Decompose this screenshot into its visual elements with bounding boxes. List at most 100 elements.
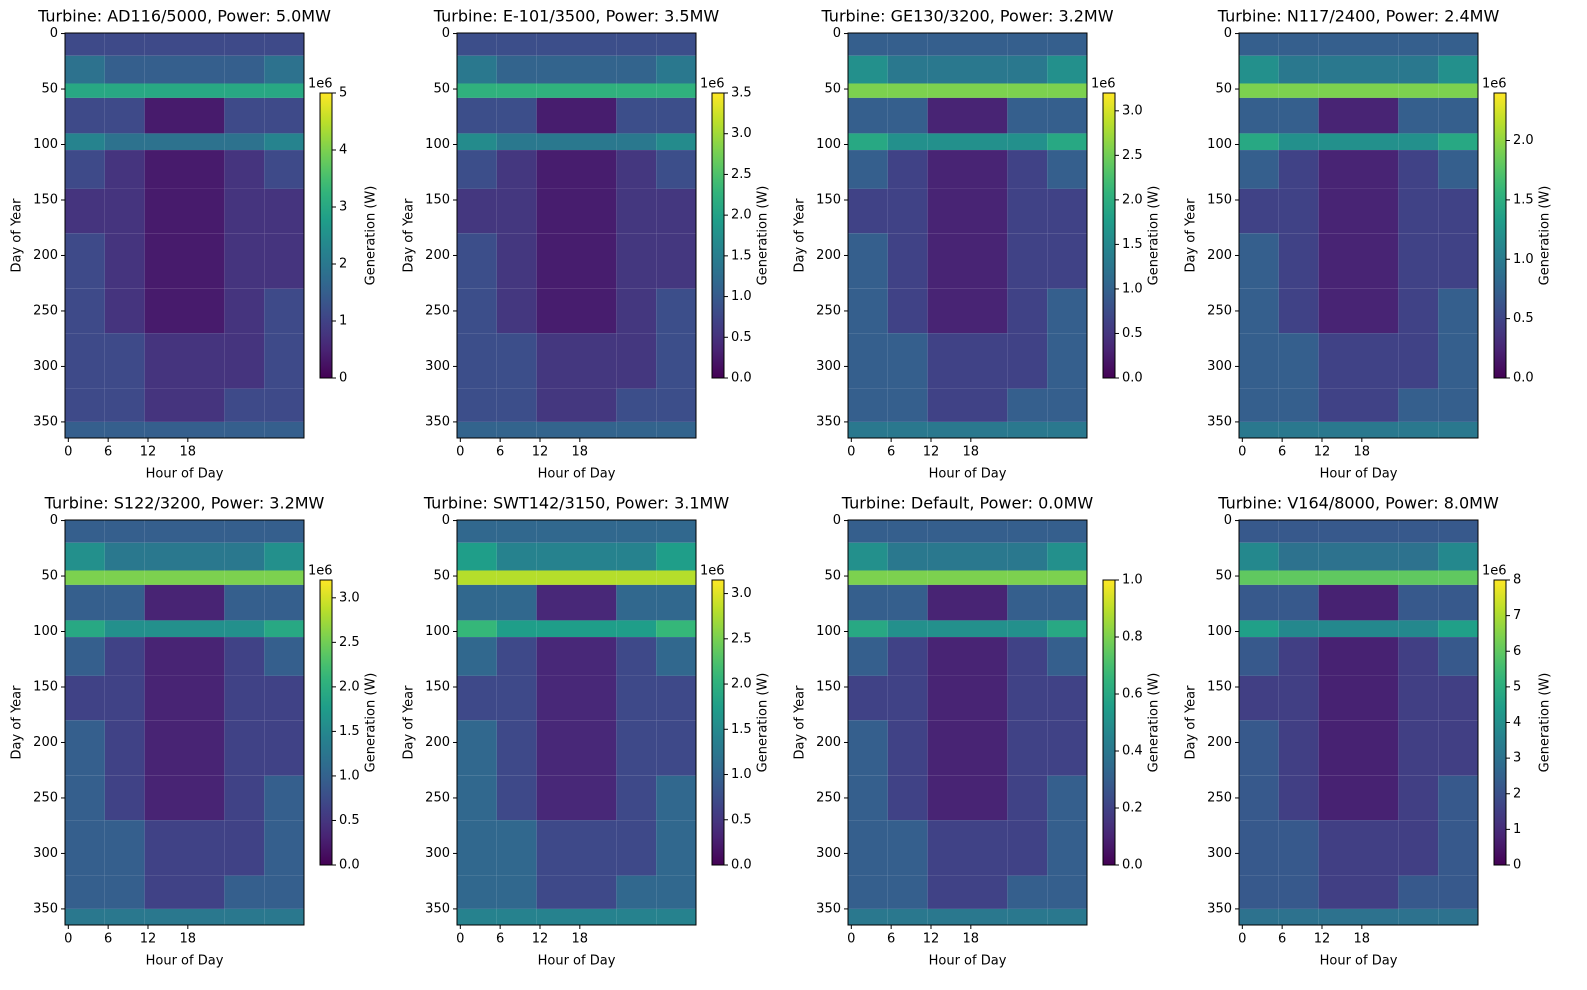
heatmap-cell — [1358, 133, 1399, 151]
x-tick-label: 6 — [887, 445, 895, 460]
heatmap-cell — [616, 520, 657, 543]
heatmap-cell — [457, 542, 497, 571]
heatmap-cell — [848, 333, 888, 389]
y-tick-label: 0 — [50, 513, 58, 528]
heatmap-cell — [224, 233, 265, 289]
heatmap-cell — [1358, 570, 1399, 585]
heatmap-cell — [264, 820, 304, 876]
heatmap-cell — [457, 620, 497, 638]
heatmap-cell — [927, 83, 968, 98]
heatmap-cell — [1239, 188, 1279, 234]
y-axis-label: Day of Year — [10, 198, 25, 273]
heatmap-cell — [536, 233, 577, 289]
heatmap-cell — [457, 584, 497, 621]
heatmap-cell — [65, 150, 105, 189]
y-tick-label: 200 — [1207, 735, 1232, 750]
x-tick-label: 0 — [456, 445, 464, 460]
heatmap-cell — [1438, 188, 1478, 234]
heatmap-cell — [927, 288, 968, 334]
y-tick-label: 50 — [1215, 82, 1232, 97]
colorbar-tick-label: 4 — [339, 143, 347, 158]
heatmap-cell — [224, 720, 265, 776]
colorbar-offset: 1e6 — [1482, 564, 1507, 579]
heatmap-cell — [576, 775, 617, 821]
axes-frame — [847, 32, 1088, 439]
heatmap-cell — [184, 55, 225, 84]
heatmap-cell — [65, 233, 105, 289]
y-tick-label: 0 — [442, 26, 450, 41]
y-tick-label: 150 — [425, 192, 450, 207]
y-tick-label: 50 — [824, 569, 841, 584]
heatmap-cell — [656, 97, 696, 134]
heatmap-cell — [887, 820, 928, 876]
heatmap-cell — [1278, 55, 1319, 84]
heatmap-cell — [496, 542, 537, 571]
heatmap-cell — [927, 150, 968, 189]
heatmap-cell — [1239, 133, 1279, 151]
heatmap-cell — [224, 570, 265, 585]
colorbar-tick-label: 2.0 — [1513, 133, 1534, 148]
heatmap-cell — [1398, 584, 1439, 621]
heatmap-cell — [224, 542, 265, 571]
heatmap-cell — [927, 908, 968, 925]
heatmap-cell — [536, 33, 577, 56]
y-tick-label: 0 — [1224, 513, 1232, 528]
heatmap-cell — [576, 388, 617, 422]
heatmap-cell — [967, 875, 1008, 909]
heatmap-cell — [144, 584, 185, 621]
heatmap-cell — [576, 542, 617, 571]
heatmap-cell — [184, 520, 225, 543]
heatmap-cell — [887, 908, 928, 925]
y-tick-label: 250 — [1207, 303, 1232, 318]
heatmap-cell — [848, 233, 888, 289]
colorbar — [1102, 92, 1116, 379]
y-tick-label: 0 — [50, 26, 58, 41]
heatmap-cell — [536, 720, 577, 776]
heatmap-cell — [104, 33, 145, 56]
heatmap-cell — [1318, 388, 1359, 422]
heatmap-cell — [224, 33, 265, 56]
heatmap-cell — [1007, 637, 1048, 676]
heatmap-cell — [104, 775, 145, 821]
chart-title: Turbine: AD116/5000, Power: 5.0MW — [37, 7, 331, 26]
heatmap-cell — [848, 908, 888, 925]
colorbar-tick-label: 2.5 — [731, 631, 752, 646]
heatmap-cell — [616, 33, 657, 56]
axes-frame — [456, 519, 697, 926]
heatmap-cell — [848, 133, 888, 151]
x-tick-label: 18 — [963, 445, 980, 460]
colorbar-tick-label: 2.5 — [339, 635, 360, 650]
heatmap-cell — [887, 520, 928, 543]
heatmap-cell — [104, 233, 145, 289]
colorbar-tick-label: 0.0 — [731, 858, 752, 873]
heatmap-cell — [1358, 55, 1399, 84]
colorbar-tick-label: 5 — [1513, 679, 1521, 694]
heatmap-cell — [1278, 188, 1319, 234]
colorbar — [1102, 579, 1116, 866]
heatmap-cell — [536, 584, 577, 621]
heatmap-cell — [656, 720, 696, 776]
heatmap-cell — [264, 333, 304, 389]
y-tick-label: 150 — [33, 192, 58, 207]
x-axis-label: Hour of Day — [146, 954, 224, 969]
x-tick-label: 0 — [847, 932, 855, 947]
heatmap-cell — [264, 775, 304, 821]
heatmap-cell — [848, 421, 888, 438]
heatmap-cell — [576, 33, 617, 56]
colorbar-offset: 1e6 — [308, 77, 333, 92]
heatmap-cell — [65, 133, 105, 151]
heatmap-cell — [1318, 875, 1359, 909]
heatmap-cell — [1318, 333, 1359, 389]
y-tick-label: 200 — [1207, 248, 1232, 263]
y-tick-label: 300 — [33, 359, 58, 374]
heatmap-cell — [65, 388, 105, 422]
heatmap-cell — [496, 908, 537, 925]
heatmap-cell — [184, 188, 225, 234]
y-tick-label: 200 — [816, 735, 841, 750]
heatmap-cell — [104, 288, 145, 334]
heatmap-cell — [144, 188, 185, 234]
heatmap-cell — [536, 675, 577, 721]
heatmap-cell — [457, 388, 497, 422]
heatmap-cell — [1438, 720, 1478, 776]
colorbar-offset: 1e6 — [1482, 77, 1507, 92]
